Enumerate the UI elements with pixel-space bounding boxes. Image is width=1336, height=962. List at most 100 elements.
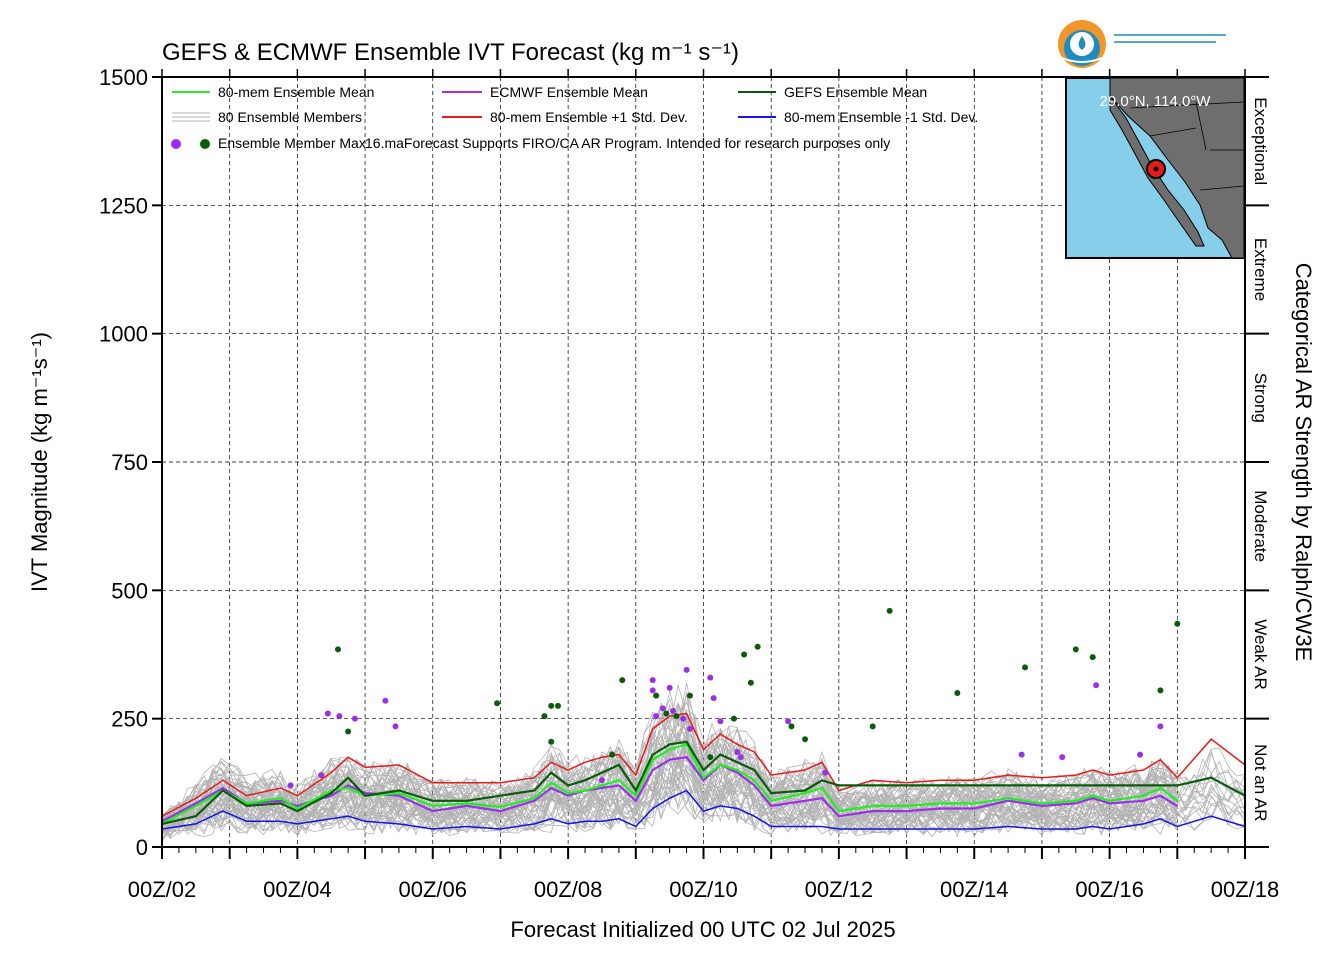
gefs-max-point xyxy=(747,679,754,686)
series-mean80-line xyxy=(161,742,1178,825)
y-tick-label: 250 xyxy=(111,707,148,732)
gefs-max-point xyxy=(686,692,693,699)
ensemble-member-line xyxy=(161,742,1178,828)
ecmwf-max-point xyxy=(598,777,605,784)
y-tick-label: 1000 xyxy=(99,322,148,347)
legend-swatch-members xyxy=(172,112,210,122)
ecmwf-max-point xyxy=(710,695,717,702)
gefs-max-point xyxy=(1174,620,1181,627)
ecmwf-max-point xyxy=(822,769,829,776)
gefs-max-point xyxy=(788,723,795,730)
gefs-max-point xyxy=(653,692,660,699)
cw3e-logo xyxy=(1058,20,1226,68)
ar-category-label: Not an AR xyxy=(1251,744,1270,822)
legend-label-minus1: 80-mem Ensemble -1 Std. Dev. xyxy=(784,109,978,125)
ensemble-member-line xyxy=(161,737,1178,826)
gefs-max-point xyxy=(548,738,555,745)
axes: 0 250 500 750 1000 1250 1500 00Z/02 00Z/04 00Z/06… xyxy=(99,65,1279,902)
ensemble-member-line xyxy=(161,766,1178,833)
legend-label-gefs: GEFS Ensemble Mean xyxy=(784,84,927,100)
x-tick-label: 00Z/14 xyxy=(940,877,1009,902)
gefs-max-point xyxy=(1072,646,1079,653)
ecmwf-max-point xyxy=(649,687,656,694)
series-minus1-line xyxy=(161,789,1246,830)
chart-title: GEFS & ECMWF Ensemble IVT Forecast (kg m… xyxy=(162,39,739,66)
ecmwf-max-point xyxy=(1018,751,1025,758)
ensemble-member-line xyxy=(161,772,1178,842)
ensemble-member-line xyxy=(161,713,1178,819)
ensemble-member-line xyxy=(161,770,1178,835)
x-tick-label: 00Z/12 xyxy=(805,877,874,902)
series-plus1-line xyxy=(161,712,1246,817)
y-tick-label: 750 xyxy=(111,450,148,475)
gefs-max-point xyxy=(345,728,352,735)
ecmwf-max-point xyxy=(653,713,660,720)
legend-label-max: Ensemble Member Max xyxy=(218,135,366,151)
x-tick-label: 00Z/16 xyxy=(1075,877,1144,902)
gefs-max-point xyxy=(869,723,876,730)
gefs-max-point xyxy=(673,713,680,720)
ecmwf-max-point xyxy=(683,666,690,673)
gefs-max-point xyxy=(554,702,561,709)
inset-map: 29.0°N, 114.0°W xyxy=(1065,77,1245,259)
map-location-label: 29.0°N, 114.0°W xyxy=(1100,93,1212,110)
ensemble-member-line xyxy=(161,738,1178,827)
legend-label-mean80: 80-mem Ensemble Mean xyxy=(218,84,374,100)
ensemble-member-line xyxy=(161,727,1178,823)
legend-label-ecmwf: ECMWF Ensemble Mean xyxy=(490,84,648,100)
ecmwf-max-point xyxy=(382,697,389,704)
ecmwf-max-point xyxy=(670,707,677,714)
legend-dot-gefs xyxy=(200,139,210,149)
gefs-max-point xyxy=(494,700,501,707)
x-tick-label: 00Z/08 xyxy=(534,877,603,902)
ecmwf-max-point xyxy=(686,725,693,732)
max-points xyxy=(287,607,1181,789)
ecmwf-max-point xyxy=(318,772,325,779)
gefs-max-point xyxy=(886,607,893,614)
legend-dot-ecmwf xyxy=(171,139,181,149)
ar-category-label: Weak AR xyxy=(1251,619,1270,690)
gefs-max-point xyxy=(619,677,626,684)
legend-label-plus1: 80-mem Ensemble +1 Std. Dev. xyxy=(490,109,688,125)
ecmwf-max-point xyxy=(666,684,673,691)
ecmwf-max-point xyxy=(1093,682,1100,689)
ecmwf-max-point xyxy=(1157,723,1164,730)
ensemble-member-line xyxy=(161,742,1178,836)
x-tick-label: 00Z/02 xyxy=(128,877,197,902)
ecmwf-max-point xyxy=(1137,751,1144,758)
ecmwf-max-point xyxy=(734,749,741,756)
ecmwf-max-point xyxy=(649,677,656,684)
gefs-max-point xyxy=(954,690,961,696)
ar-category-label: Exceptional xyxy=(1251,97,1270,185)
gefs-max-point xyxy=(1089,654,1096,661)
ensemble-member-line xyxy=(161,692,1178,825)
ecmwf-max-point xyxy=(351,715,358,722)
ar-category-label: Strong xyxy=(1251,373,1270,423)
ecmwf-max-point xyxy=(287,782,294,789)
gefs-max-point xyxy=(334,646,341,653)
ecmwf-max-point xyxy=(680,715,687,722)
ar-category-label: Moderate xyxy=(1251,490,1270,562)
ecmwf-max-point xyxy=(785,718,792,725)
ensemble-member-line xyxy=(161,708,1178,818)
legend: 80-mem Ensemble Mean 80 Ensemble Members… xyxy=(171,84,978,151)
gefs-max-point xyxy=(541,713,548,720)
gefs-max-point xyxy=(548,702,555,709)
ecmwf-max-point xyxy=(659,705,666,712)
series-gefs-line xyxy=(161,740,1246,825)
map-borders xyxy=(1129,101,1245,191)
ecmwf-max-point xyxy=(737,754,744,761)
map-land xyxy=(1109,77,1245,259)
x-tick-label: 00Z/18 xyxy=(1211,877,1280,902)
gefs-max-point xyxy=(1022,664,1029,671)
gefs-max-point xyxy=(802,736,809,743)
y-tick-label: 0 xyxy=(136,835,148,860)
x-tick-label: 00Z/04 xyxy=(263,877,332,902)
y-axis-label: IVT Magnitude (kg m⁻¹s⁻¹) xyxy=(27,332,52,592)
gefs-max-point xyxy=(1157,687,1164,694)
map-baja-peninsula xyxy=(1109,94,1205,247)
gefs-max-point xyxy=(609,751,616,758)
x-axis-label: Forecast Initialized 00 UTC 02 Jul 2025 xyxy=(510,917,895,942)
y-tick-label: 500 xyxy=(111,578,148,603)
